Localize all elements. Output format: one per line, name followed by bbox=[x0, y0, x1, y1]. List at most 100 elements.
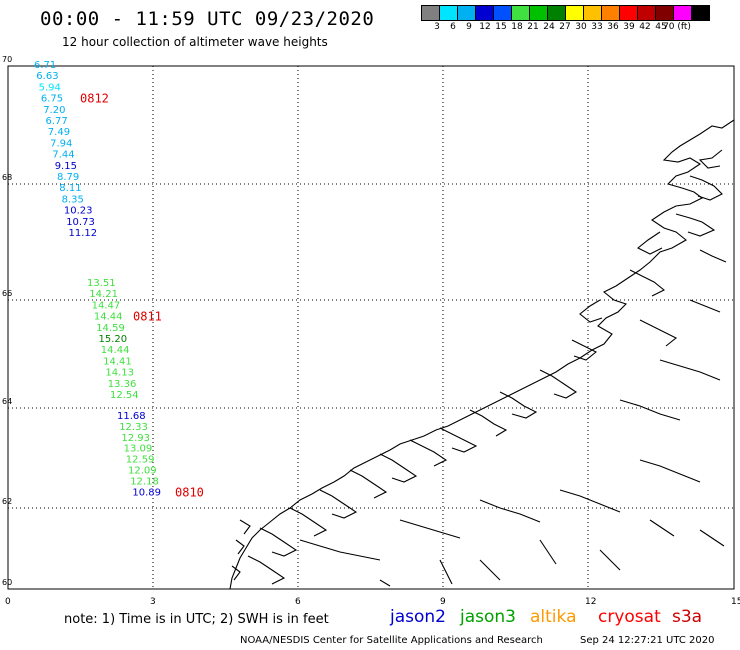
swh-reading: 12.54 bbox=[110, 390, 139, 401]
coastline-segment bbox=[559, 489, 621, 513]
lat-tick-label: 62 bbox=[2, 497, 12, 506]
swh-reading: 6.75 bbox=[41, 94, 63, 105]
map-title: 00:00 - 11:59 UTC 09/23/2020 bbox=[40, 8, 375, 30]
coastline-segment bbox=[479, 559, 501, 581]
lon-tick-label: 0 bbox=[5, 597, 11, 607]
swh-reading: 5.94 bbox=[39, 82, 61, 93]
coastline-segment bbox=[399, 519, 461, 539]
timestamp-text: Sep 24 12:27:21 UTC 2020 bbox=[580, 635, 715, 646]
color-scale-legend bbox=[421, 5, 710, 21]
color-scale-label: 9 bbox=[466, 22, 472, 32]
coastline-segment bbox=[639, 459, 701, 483]
lon-tick-label: 6 bbox=[295, 597, 301, 607]
lat-tick-label: 64 bbox=[2, 397, 12, 406]
coastline-segment bbox=[599, 549, 621, 571]
swh-reading: 14.44 bbox=[94, 312, 123, 323]
coastline-segment bbox=[479, 499, 541, 523]
color-scale-label: 45 bbox=[655, 22, 667, 32]
coastline-segment bbox=[379, 579, 391, 587]
lat-tick-label: 70 bbox=[2, 55, 12, 64]
satellite-label-s3a: s3a bbox=[672, 607, 703, 627]
pass-time-label: 0812 bbox=[80, 92, 109, 106]
coastline-segment bbox=[349, 469, 388, 499]
coastline-segment bbox=[239, 519, 251, 535]
swh-reading: 12.18 bbox=[130, 476, 159, 487]
swh-reading: 8.79 bbox=[57, 172, 79, 183]
swh-reading: 15.20 bbox=[99, 334, 128, 345]
coastline-segment bbox=[636, 231, 663, 255]
lon-tick-label: 3 bbox=[150, 597, 156, 607]
coastline-segment bbox=[689, 299, 721, 313]
swh-reading: 14.21 bbox=[89, 289, 118, 300]
satellite-label-jason3: jason3 bbox=[460, 607, 516, 627]
coastline-segment bbox=[629, 269, 666, 297]
coastline-segment bbox=[698, 149, 723, 169]
swh-reading: 14.47 bbox=[92, 300, 121, 311]
swh-reading: 7.49 bbox=[48, 127, 70, 138]
swh-reading: 14.13 bbox=[105, 368, 134, 379]
color-scale-label: 15 bbox=[495, 22, 507, 32]
coastline-segment bbox=[619, 399, 681, 421]
swh-reading: 8.35 bbox=[62, 194, 84, 205]
lon-tick-label: 15 bbox=[731, 597, 740, 607]
lon-tick-label: 9 bbox=[440, 597, 446, 607]
coastline-segment bbox=[289, 507, 328, 537]
coastline-segment bbox=[299, 539, 381, 561]
color-scale-label: 39 bbox=[623, 22, 635, 32]
color-scale-label: 21 bbox=[527, 22, 539, 32]
credit-text: NOAA/NESDIS Center for Satellite Applica… bbox=[240, 635, 543, 646]
swh-reading: 7.20 bbox=[43, 105, 65, 116]
altimeter-tracks: 6.716.635.946.757.206.777.497.947.449.15… bbox=[34, 60, 204, 499]
swh-reading: 13.09 bbox=[124, 444, 153, 455]
color-scale-label: 6 bbox=[450, 22, 456, 32]
coastline-segment bbox=[579, 299, 603, 323]
satellite-label-cryosat: cryosat bbox=[598, 607, 661, 627]
lat-tick-label: 66 bbox=[2, 289, 12, 298]
coastline-segment bbox=[229, 119, 735, 590]
swh-reading: 14.59 bbox=[96, 323, 125, 334]
coastline-segment bbox=[231, 565, 241, 581]
coastline-segment bbox=[689, 175, 723, 201]
coastline-norway bbox=[229, 119, 735, 590]
color-scale-label: 18 bbox=[511, 22, 523, 32]
lat-tick-label: 60 bbox=[2, 578, 12, 587]
coastline-segment bbox=[639, 319, 678, 347]
coastline-segment bbox=[675, 213, 716, 237]
coastline-segment bbox=[409, 439, 448, 467]
coastline-segment bbox=[659, 359, 721, 381]
swh-reading: 9.15 bbox=[55, 161, 77, 172]
coastline-segment bbox=[571, 339, 598, 361]
pass-time-label: 0810 bbox=[175, 485, 204, 499]
coastline-segment bbox=[235, 539, 245, 555]
swh-reading: 7.94 bbox=[50, 138, 72, 149]
color-swatch bbox=[691, 5, 710, 21]
coastline-segment bbox=[539, 369, 578, 399]
swh-reading: 6.71 bbox=[34, 60, 56, 71]
color-scale-label: 27 bbox=[559, 22, 571, 32]
swh-reading: 12.09 bbox=[128, 466, 157, 477]
coastline-segment bbox=[439, 559, 453, 585]
swh-reading: 14.41 bbox=[103, 356, 132, 367]
coastline-segment bbox=[539, 539, 557, 565]
swh-reading: 14.44 bbox=[101, 345, 130, 356]
swh-reading: 8.11 bbox=[59, 183, 81, 194]
swh-reading: 13.51 bbox=[87, 278, 116, 289]
color-scale-label: 3 bbox=[434, 22, 440, 32]
lon-tick-label: 12 bbox=[585, 597, 596, 607]
coastline-segment bbox=[319, 489, 358, 519]
pass-time-label: 0811 bbox=[133, 310, 162, 324]
swh-reading: 11.12 bbox=[69, 228, 98, 239]
swh-reading: 13.36 bbox=[108, 379, 137, 390]
swh-reading: 10.23 bbox=[64, 206, 93, 217]
footnote: note: 1) Time is in UTC; 2) SWH is in fe… bbox=[64, 612, 329, 627]
color-scale-label: 70 (ft) bbox=[663, 22, 691, 32]
satellite-label-jason2: jason2 bbox=[390, 607, 446, 627]
axis-tick-labels: 70 68 66 64 62 60 0 3 6 9 12 15 bbox=[2, 55, 740, 607]
swh-reading: 6.63 bbox=[36, 71, 58, 82]
graticule-grid bbox=[8, 66, 734, 589]
swh-reading: 12.93 bbox=[121, 433, 150, 444]
map-frame bbox=[7, 65, 735, 590]
swh-reading: 10.73 bbox=[66, 217, 95, 228]
color-scale-label: 33 bbox=[591, 22, 603, 32]
color-scale-label: 24 bbox=[543, 22, 555, 32]
